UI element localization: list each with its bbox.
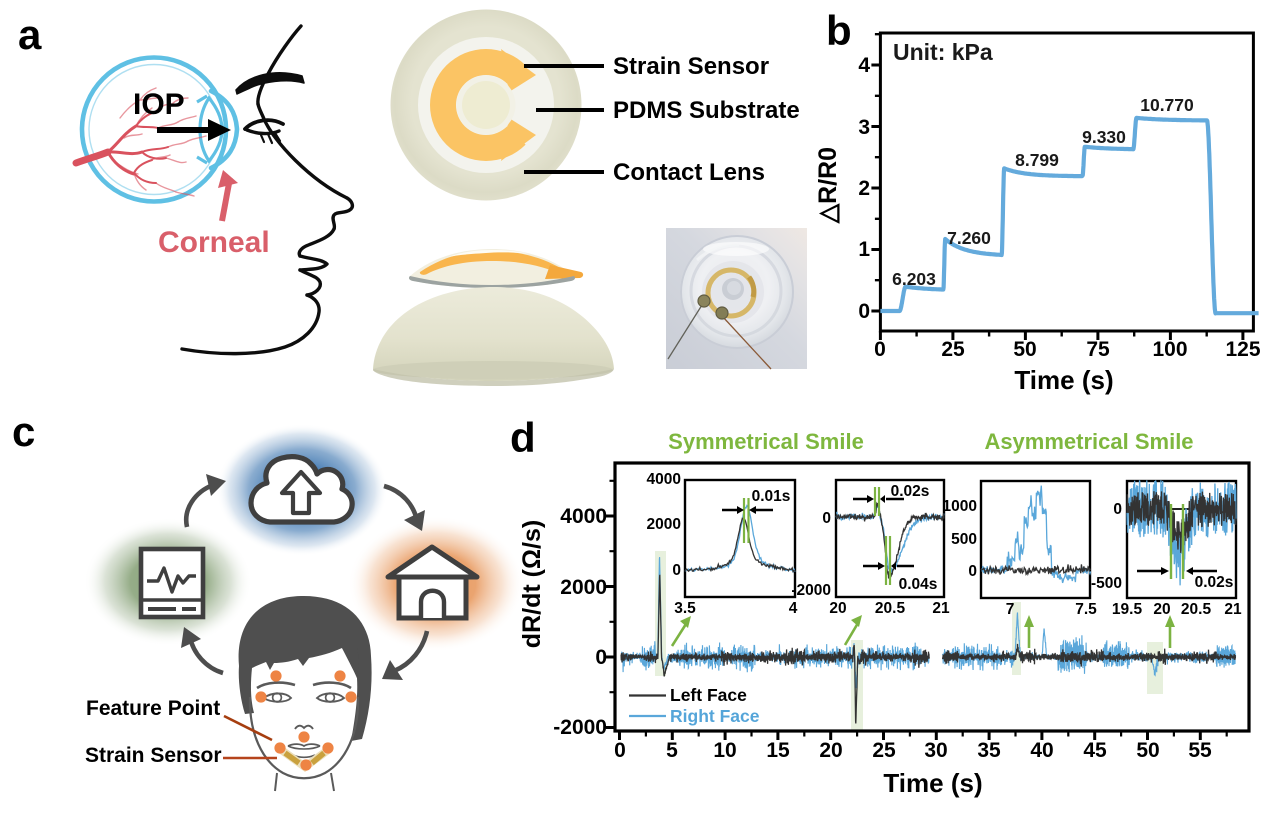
svg-text:20: 20 [819, 739, 842, 762]
svg-text:8.799: 8.799 [1015, 150, 1059, 170]
svg-text:0.02s: 0.02s [1195, 574, 1234, 591]
svg-text:6.203: 6.203 [892, 269, 936, 289]
svg-text:7.260: 7.260 [947, 228, 991, 248]
svg-text:Unit: kPa: Unit: kPa [893, 39, 993, 65]
svg-text:4000: 4000 [647, 471, 681, 488]
svg-text:25: 25 [872, 739, 896, 762]
svg-text:d: d [510, 414, 536, 461]
svg-text:0: 0 [1113, 501, 1122, 518]
svg-text:0: 0 [614, 739, 626, 762]
svg-text:a: a [18, 11, 42, 58]
svg-text:0.04s: 0.04s [899, 576, 938, 593]
svg-text:Strain Sensor: Strain Sensor [85, 744, 222, 767]
svg-text:50: 50 [1136, 739, 1159, 762]
svg-text:-2000: -2000 [791, 582, 831, 599]
svg-text:Right Face: Right Face [670, 706, 760, 726]
svg-text:40: 40 [1030, 739, 1053, 762]
svg-text:20.5: 20.5 [875, 600, 906, 617]
svg-text:35: 35 [977, 739, 1001, 762]
svg-text:2000: 2000 [560, 576, 607, 599]
svg-text:20.5: 20.5 [1181, 601, 1212, 618]
svg-text:△R/R0: △R/R0 [814, 147, 842, 224]
svg-text:19.5: 19.5 [1112, 601, 1143, 618]
svg-text:c: c [12, 408, 35, 455]
svg-text:dR/dt (Ω/s): dR/dt (Ω/s) [518, 520, 546, 648]
svg-text:100: 100 [1152, 338, 1187, 361]
svg-text:Asymmetrical Smile: Asymmetrical Smile [984, 429, 1193, 454]
svg-text:25: 25 [941, 338, 965, 361]
svg-text:7: 7 [1006, 601, 1015, 618]
svg-text:20: 20 [829, 600, 846, 617]
svg-text:0: 0 [858, 300, 870, 323]
svg-text:5: 5 [666, 739, 678, 762]
svg-text:3.5: 3.5 [674, 600, 696, 617]
svg-text:75: 75 [1086, 338, 1110, 361]
svg-text:50: 50 [1013, 338, 1036, 361]
svg-text:30: 30 [924, 739, 947, 762]
svg-text:10: 10 [713, 739, 736, 762]
svg-text:b: b [826, 7, 852, 54]
svg-text:55: 55 [1188, 739, 1212, 762]
svg-text:21: 21 [1224, 601, 1242, 618]
svg-text:9.330: 9.330 [1082, 127, 1126, 147]
svg-text:Time (s): Time (s) [1014, 365, 1113, 395]
svg-text:0: 0 [968, 563, 977, 580]
svg-text:Contact Lens: Contact Lens [613, 159, 765, 186]
svg-text:-2000: -2000 [553, 716, 607, 739]
svg-text:Strain Sensor: Strain Sensor [613, 53, 769, 80]
svg-text:15: 15 [766, 739, 790, 762]
svg-text:2: 2 [858, 177, 870, 200]
svg-text:4000: 4000 [560, 505, 607, 528]
svg-text:0.01s: 0.01s [752, 488, 791, 505]
svg-text:500: 500 [951, 531, 977, 548]
svg-text:20: 20 [1153, 601, 1170, 618]
svg-text:0: 0 [822, 510, 831, 527]
svg-text:21: 21 [932, 600, 950, 617]
svg-text:125: 125 [1225, 338, 1260, 361]
svg-text:0.02s: 0.02s [891, 483, 930, 500]
svg-text:45: 45 [1083, 739, 1107, 762]
svg-text:3: 3 [858, 116, 870, 139]
svg-text:0: 0 [595, 646, 607, 669]
svg-text:Feature Point: Feature Point [86, 697, 220, 720]
svg-text:1: 1 [858, 238, 870, 261]
svg-text:2000: 2000 [647, 516, 681, 533]
svg-text:4: 4 [858, 54, 870, 77]
svg-text:Time (s): Time (s) [883, 768, 982, 798]
svg-text:IOP: IOP [133, 88, 185, 121]
svg-text:Left Face: Left Face [670, 685, 747, 705]
svg-text:4: 4 [789, 600, 798, 617]
svg-text:1000: 1000 [943, 498, 977, 515]
svg-text:10.770: 10.770 [1140, 95, 1194, 115]
svg-text:Symmetrical Smile: Symmetrical Smile [668, 429, 864, 454]
svg-text:7.5: 7.5 [1075, 601, 1097, 618]
svg-text:0: 0 [874, 338, 886, 361]
svg-text:-500: -500 [1091, 575, 1122, 592]
svg-text:0: 0 [672, 562, 681, 579]
svg-text:Corneal: Corneal [158, 226, 270, 259]
svg-text:PDMS Substrate: PDMS Substrate [613, 97, 800, 124]
